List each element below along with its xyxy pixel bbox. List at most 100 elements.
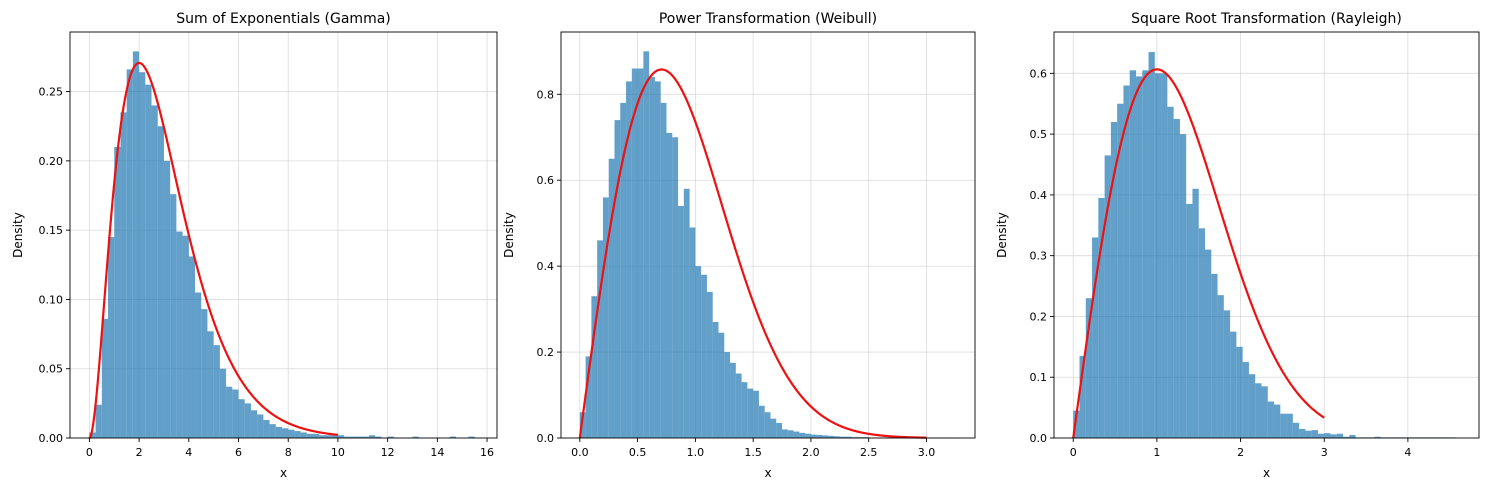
y-tick-label: 0.1	[1030, 371, 1048, 384]
y-tick-label: 0.6	[1030, 67, 1048, 80]
x-tick-label: 1.5	[744, 446, 762, 459]
histogram-bar	[350, 436, 357, 438]
histogram-bar	[257, 414, 264, 438]
chart-panel-rayleigh: 0 1 2 3 4 0.0 0.1 0.2 0.3 0.4 0.5 0.6 Square Root T…	[995, 11, 1480, 480]
x-tick-label: 0.5	[629, 446, 647, 459]
x-tick-label: 16	[480, 446, 494, 459]
histogram-bar	[275, 426, 283, 438]
histogram-bar	[643, 51, 650, 438]
x-tick-label: 2	[1237, 446, 1244, 459]
histogram-bar	[1104, 155, 1111, 438]
axes-border	[1053, 31, 1480, 439]
x-tick-label: 2.5	[860, 446, 878, 459]
axes-border	[69, 31, 498, 439]
histogram-bar	[626, 81, 632, 438]
x-tick-label: 3.0	[918, 446, 936, 459]
histogram-bar	[764, 412, 771, 438]
histogram-bar	[313, 433, 320, 438]
histogram-bar	[735, 373, 742, 438]
y-axis-label: Density	[502, 212, 516, 258]
histogram-bar	[597, 240, 603, 438]
pdf-curve	[578, 68, 927, 439]
histogram-bar	[1330, 434, 1337, 438]
histogram-bar	[839, 436, 846, 438]
histogram-bar	[1274, 404, 1281, 438]
histogram-bar	[331, 435, 338, 438]
histogram-bar	[666, 132, 673, 439]
histogram-bar	[678, 206, 684, 438]
x-tick-label: 3	[1321, 446, 1328, 459]
histogram-bar	[1129, 70, 1136, 439]
histogram-bar	[1148, 52, 1155, 438]
histogram-bar	[412, 436, 419, 438]
histogram-bar	[126, 69, 133, 439]
histogram-bar	[695, 266, 702, 438]
histogram-bar	[1192, 188, 1199, 438]
y-axis-label: Density	[995, 212, 1009, 258]
histogram-bar	[337, 435, 345, 438]
histogram-bar	[157, 126, 164, 439]
histogram-bar	[637, 68, 644, 438]
histogram-bar	[758, 405, 765, 438]
histogram-bar	[845, 436, 852, 438]
histogram-bar	[701, 274, 707, 438]
histogram-bar	[585, 356, 592, 438]
x-tick-label: 4	[1404, 446, 1411, 459]
histogram-bar	[660, 102, 667, 438]
histogram-bar	[139, 72, 146, 439]
histogram-bar	[1079, 355, 1086, 438]
tick-marks: 0.0 0.5 1.0 1.5 2.0 2.5 3.0 0.0 0.2 0.4 0.6 0.8	[537, 88, 936, 459]
histogram-bar	[213, 345, 220, 438]
histogram-bar	[375, 436, 382, 438]
histogram-bar	[201, 309, 208, 438]
histogram-bar	[120, 112, 127, 439]
x-tick-label: 4	[185, 446, 192, 459]
histogram-bar	[1349, 434, 1356, 438]
histogram-bar	[1311, 430, 1318, 438]
histogram-bar	[238, 399, 245, 438]
x-axis-label: x	[1263, 466, 1270, 480]
histogram-bar	[1142, 70, 1149, 439]
histogram-bar	[1236, 346, 1243, 438]
x-tick-label: 14	[430, 446, 444, 459]
histogram-bar	[1286, 413, 1293, 438]
histogram-bar	[730, 362, 736, 438]
y-tick-label: 0.6	[537, 174, 555, 187]
histogram-bar	[1110, 121, 1118, 439]
histogram-bar	[770, 418, 777, 438]
pdf-line	[88, 61, 339, 439]
histogram-bar	[1242, 362, 1249, 438]
x-tick-label: 0	[86, 446, 93, 459]
histogram-bar	[1186, 204, 1193, 438]
histogram-bar	[672, 137, 679, 438]
y-tick-label: 0.15	[39, 224, 64, 237]
histogram-bar	[816, 434, 823, 438]
y-tick-label: 0.0	[537, 432, 555, 445]
histogram-bar	[387, 436, 394, 438]
histogram-bar	[608, 158, 615, 439]
histogram-bar	[468, 436, 475, 438]
histogram-bar	[300, 432, 307, 438]
histogram-bar	[101, 318, 109, 438]
histogram-bar	[226, 386, 233, 438]
histogram-bar	[362, 436, 369, 438]
histogram-bar	[1299, 428, 1306, 438]
x-tick-label: 8	[285, 446, 292, 459]
tick-marks: 0 1 2 3 4 0.0 0.1 0.2 0.3 0.4 0.5 0.6	[1030, 67, 1412, 459]
histogram-bar	[108, 237, 115, 438]
histogram-bar	[170, 194, 177, 438]
histogram-bar	[325, 435, 332, 438]
histogram-bar	[654, 81, 661, 438]
y-tick-label: 0.0	[1030, 432, 1048, 445]
pdf-line	[578, 68, 927, 439]
y-tick-label: 0.4	[537, 260, 555, 273]
histogram-bar	[1167, 106, 1174, 439]
histogram-bar	[288, 429, 295, 438]
histogram-bar	[1154, 73, 1162, 438]
histogram-bar	[1317, 433, 1325, 438]
histogram-bar	[132, 51, 140, 438]
histogram-bar	[1092, 237, 1099, 438]
histogram-bar	[712, 322, 719, 438]
pdf-curve	[1072, 68, 1325, 439]
